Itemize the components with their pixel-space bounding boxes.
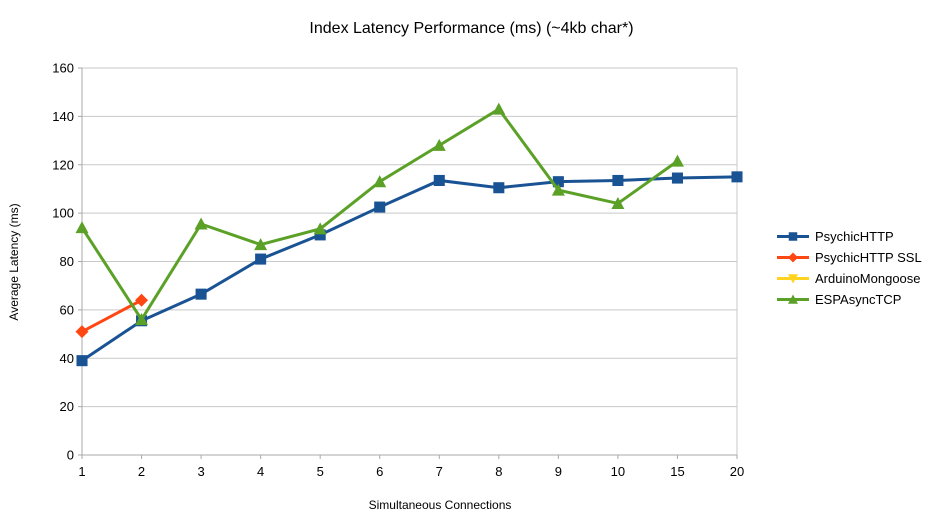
legend-label: PsychicHTTP [815, 229, 894, 244]
x-axis-title: Simultaneous Connections [368, 498, 512, 512]
data-point-marker [75, 221, 89, 234]
data-point-marker [314, 229, 326, 241]
legend-item-arduinomongoose: ArduinoMongoose [776, 268, 922, 289]
data-point-marker [254, 238, 268, 251]
data-point-marker [493, 182, 505, 194]
data-point-marker [432, 138, 446, 151]
data-point-marker [552, 176, 564, 188]
x-tick-label: 5 [317, 464, 324, 479]
data-point-marker [135, 313, 149, 326]
data-point-marker [731, 171, 743, 183]
data-point-marker [612, 174, 624, 186]
x-tick-label: 9 [555, 464, 562, 479]
data-point-marker [135, 293, 149, 307]
series-line [81, 175, 738, 362]
square-marker-icon [776, 230, 810, 243]
y-tick-label: 80 [60, 254, 74, 269]
series-line [80, 107, 679, 323]
x-tick-label: 1 [78, 464, 85, 479]
x-tick-label: 7 [436, 464, 443, 479]
x-tick-label: 15 [670, 464, 684, 479]
data-point-marker [194, 217, 208, 230]
x-tick-label: 3 [197, 464, 204, 479]
data-point-marker [671, 172, 683, 184]
legend: PsychicHTTP PsychicHTTP SSL ArduinoMongo… [776, 226, 922, 310]
legend-item-psychichttp: PsychicHTTP [776, 226, 922, 247]
x-tick-label: 10 [611, 464, 625, 479]
data-point-marker [373, 175, 387, 188]
legend-label: ESPAsyncTCP [815, 292, 902, 307]
data-point-marker [195, 288, 207, 300]
legend-item-espasynctcp: ESPAsyncTCP [776, 289, 922, 310]
x-tick-label: 20 [730, 464, 744, 479]
y-tick-label: 0 [67, 448, 74, 463]
legend-label: PsychicHTTP SSL [815, 250, 922, 265]
triangle-up-marker-icon [776, 293, 810, 306]
data-point-marker [374, 201, 386, 213]
data-point-marker [788, 294, 798, 304]
series-espasynctcp [75, 102, 684, 326]
data-point-marker [788, 274, 798, 284]
data-point-marker [75, 325, 89, 339]
y-tick-label: 60 [60, 302, 74, 317]
diamond-marker-icon [776, 251, 810, 264]
y-tick-label: 160 [52, 61, 74, 76]
data-point-marker [611, 196, 625, 209]
legend-label: ArduinoMongoose [815, 271, 921, 286]
x-tick-label: 6 [376, 464, 383, 479]
legend-item-psychichttp-ssl: PsychicHTTP SSL [776, 247, 922, 268]
data-point-marker [313, 222, 327, 235]
data-point-marker [551, 183, 565, 196]
y-tick-label: 120 [52, 157, 74, 172]
x-tick-label: 2 [138, 464, 145, 479]
y-tick-label: 100 [52, 206, 74, 221]
data-point-marker [433, 174, 445, 186]
data-point-marker [788, 232, 798, 241]
data-point-marker [670, 154, 684, 167]
x-tick-label: 4 [257, 464, 264, 479]
series-psychichttp [76, 171, 743, 367]
data-point-marker [255, 253, 267, 265]
x-tick-label: 8 [495, 464, 502, 479]
y-tick-label: 20 [60, 399, 74, 414]
chart-title: Index Latency Performance (ms) (~4kb cha… [309, 20, 634, 37]
data-point-marker [492, 102, 506, 115]
y-tick-label: 140 [52, 109, 74, 124]
data-point-marker [788, 252, 798, 263]
data-point-marker [76, 355, 88, 367]
triangle-down-marker-icon [776, 272, 810, 285]
y-tick-label: 40 [60, 351, 74, 366]
